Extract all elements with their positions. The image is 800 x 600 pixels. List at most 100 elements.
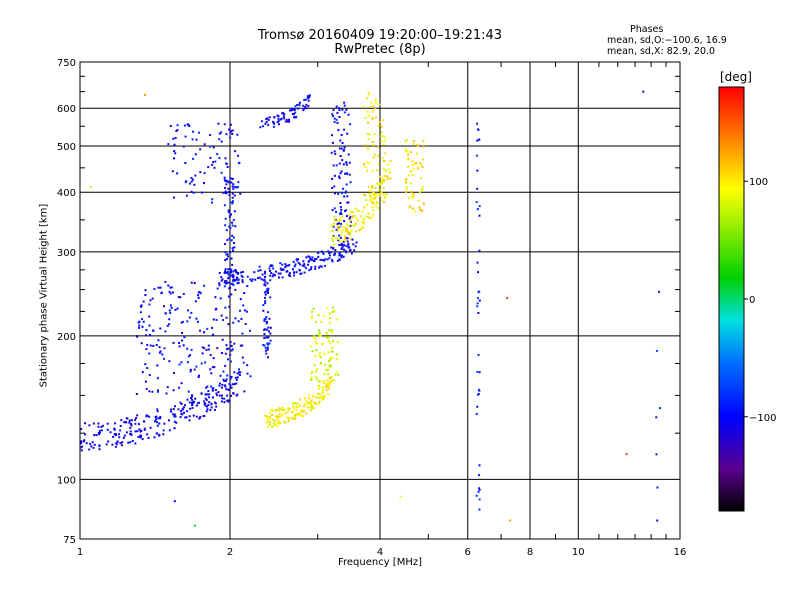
data-point [220,314,223,317]
data-point [311,258,314,261]
data-point [332,225,335,228]
data-point [339,172,342,175]
data-point [230,268,233,271]
data-point [341,244,344,247]
data-point [338,219,341,222]
data-point [215,307,218,310]
data-point [322,397,325,400]
data-point [309,345,312,348]
data-point [228,305,231,308]
data-point [153,288,156,291]
data-point [300,408,303,411]
data-point [271,418,274,421]
data-point [292,260,295,263]
data-point [287,420,290,423]
data-point [371,209,374,212]
data-point [207,390,210,393]
data-point [338,177,341,180]
data-point [199,292,202,295]
data-point [250,280,253,283]
data-point [316,392,319,395]
data-point [267,287,270,290]
data-point [266,347,269,350]
data-point [478,498,481,501]
data-point [367,147,370,150]
data-point [292,113,295,116]
data-point [279,272,282,275]
data-point [352,211,355,214]
grid-lines [80,62,680,539]
data-point [143,428,146,431]
data-point [244,323,247,326]
data-point [258,265,261,268]
data-point [172,408,175,411]
data-point [372,105,375,108]
data-point [115,442,118,445]
data-point [190,281,193,284]
data-point [377,145,380,148]
data-point [277,422,280,425]
data-point [173,427,176,430]
data-point [383,201,386,204]
data-point [232,284,235,287]
data-point [327,360,330,363]
data-point [214,296,217,299]
data-point [411,160,414,163]
data-point [292,402,295,405]
data-point [263,337,266,340]
data-point [223,285,226,288]
data-point [269,274,272,277]
data-point [382,187,385,190]
data-point [142,300,145,303]
data-point [357,219,360,222]
data-point [182,145,185,148]
data-point [308,259,311,262]
data-point [329,251,332,254]
y-tick-label: 400 [57,188,76,199]
data-point [283,408,286,411]
data-point [346,132,349,135]
data-point [328,321,331,324]
data-point [218,157,221,160]
data-point [294,111,297,114]
data-point [345,215,348,218]
data-point [237,320,240,323]
data-point [379,175,382,178]
data-point [228,193,231,196]
data-point [80,428,83,431]
data-point [345,251,348,254]
data-point [174,136,177,139]
data-point [197,294,200,297]
data-point [143,427,146,430]
data-point [232,279,235,282]
data-point [93,443,96,446]
data-point [207,348,210,351]
data-point [264,296,267,299]
data-point [308,256,311,259]
data-point [173,420,176,423]
data-point [335,118,338,121]
data-point [156,410,159,413]
data-point [268,269,271,272]
data-point [164,330,167,333]
data-point [213,166,216,169]
data-point [410,190,413,193]
data-point [180,410,183,413]
data-point [230,345,233,348]
y-tick-label: 75 [63,535,76,546]
data-point [372,202,375,205]
data-point [655,416,658,419]
data-point [477,311,480,314]
data-point [332,243,335,246]
data-point [341,108,344,111]
data-point [218,132,221,135]
data-point [345,190,348,193]
data-point [169,311,172,314]
data-point [114,432,117,435]
data-point [337,373,340,376]
data-point [335,164,338,167]
data-point [270,272,273,275]
data-point [325,336,328,339]
x-tick-label: 16 [674,547,687,558]
data-point [282,268,285,271]
